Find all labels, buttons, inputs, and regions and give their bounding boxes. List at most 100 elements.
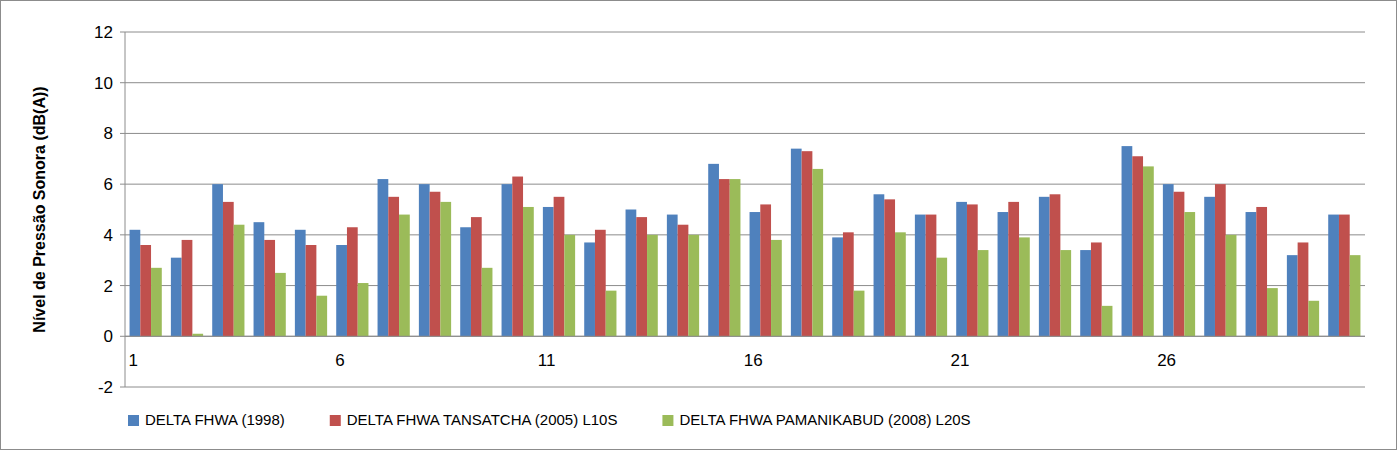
bars bbox=[130, 146, 1361, 336]
bar bbox=[1060, 250, 1071, 336]
x-tick-label: 21 bbox=[950, 351, 969, 370]
bar bbox=[399, 215, 410, 337]
bar bbox=[130, 230, 141, 336]
bar bbox=[1143, 166, 1154, 336]
bar bbox=[978, 250, 989, 336]
bar bbox=[347, 227, 358, 336]
bar bbox=[936, 258, 947, 337]
bar bbox=[771, 240, 782, 336]
y-tick-label: 4 bbox=[104, 226, 113, 245]
bar bbox=[223, 202, 234, 336]
bar bbox=[760, 204, 771, 336]
y-tick bbox=[120, 184, 125, 185]
bar bbox=[254, 222, 265, 336]
bar bbox=[388, 197, 399, 336]
bar bbox=[802, 151, 813, 336]
bar bbox=[358, 283, 369, 336]
legend-label: DELTA FHWA TANSATCHA (2005) L10S bbox=[347, 411, 618, 428]
chart: -20246810121611162126Nível de Pressão So… bbox=[0, 0, 1397, 450]
bar bbox=[212, 184, 223, 336]
bar bbox=[1132, 156, 1143, 336]
bar bbox=[1350, 255, 1361, 336]
bar bbox=[1267, 288, 1278, 336]
bar bbox=[843, 232, 854, 336]
bar bbox=[336, 245, 347, 336]
bar bbox=[512, 177, 523, 337]
bar bbox=[595, 230, 606, 336]
bar bbox=[419, 184, 430, 336]
bar bbox=[1163, 184, 1174, 336]
bar bbox=[482, 268, 493, 336]
bar bbox=[1298, 242, 1309, 336]
legend-label: DELTA FHWA PAMANIKABUD (2008) L20S bbox=[679, 411, 970, 428]
grid-line bbox=[125, 184, 1365, 185]
bar bbox=[275, 273, 286, 336]
bar bbox=[1008, 202, 1019, 336]
grid-line bbox=[125, 336, 1365, 337]
bar bbox=[688, 235, 699, 336]
bar bbox=[1184, 212, 1195, 336]
bar bbox=[584, 242, 595, 336]
bar bbox=[998, 212, 1009, 336]
bar bbox=[1122, 146, 1133, 336]
bar bbox=[926, 215, 937, 337]
bar bbox=[874, 194, 885, 336]
bar bbox=[719, 179, 730, 336]
bar bbox=[667, 215, 678, 337]
bar bbox=[151, 268, 162, 336]
bar bbox=[1287, 255, 1298, 336]
bar bbox=[895, 232, 906, 336]
bar bbox=[295, 230, 306, 336]
legend-swatch bbox=[330, 415, 341, 426]
bar bbox=[915, 215, 926, 337]
bar bbox=[140, 245, 151, 336]
bar bbox=[678, 225, 689, 337]
bar bbox=[543, 207, 554, 336]
bar bbox=[708, 164, 719, 336]
bar bbox=[812, 169, 823, 336]
bar bbox=[750, 212, 761, 336]
bar bbox=[791, 149, 802, 337]
bar bbox=[647, 235, 658, 336]
y-tick-label: -2 bbox=[98, 378, 113, 397]
bar bbox=[1039, 197, 1050, 336]
bar bbox=[1204, 197, 1215, 336]
y-tick-label: 2 bbox=[104, 277, 113, 296]
bar bbox=[730, 179, 741, 336]
bar bbox=[1174, 192, 1185, 337]
legend: DELTA FHWA (1998) DELTA FHWA TANSATCHA (2… bbox=[128, 411, 971, 428]
y-tick-label: 6 bbox=[104, 175, 113, 194]
y-tick bbox=[120, 32, 125, 33]
legend-label: DELTA FHWA (1998) bbox=[145, 411, 285, 428]
y-tick-label: 12 bbox=[94, 23, 113, 42]
x-tick-label: 6 bbox=[335, 351, 344, 370]
bar bbox=[554, 197, 565, 336]
bar bbox=[316, 296, 327, 337]
bar bbox=[430, 192, 441, 337]
y-tick bbox=[120, 336, 125, 337]
bar bbox=[854, 291, 865, 337]
bar bbox=[956, 202, 967, 336]
bar bbox=[523, 207, 534, 336]
bar bbox=[1091, 242, 1102, 336]
y-tick bbox=[120, 133, 125, 134]
bar bbox=[564, 235, 575, 336]
y-tick-label: 10 bbox=[94, 74, 113, 93]
bar bbox=[967, 204, 978, 336]
bar bbox=[832, 237, 843, 336]
bar bbox=[378, 179, 389, 336]
grid-line bbox=[125, 32, 1365, 33]
bar bbox=[306, 245, 317, 336]
bar bbox=[1339, 215, 1350, 337]
bar bbox=[234, 225, 245, 337]
y-axis-title: Nível de Pressão Sonora (dB(A)) bbox=[31, 86, 48, 332]
grid-line bbox=[125, 82, 1365, 83]
bar bbox=[460, 227, 471, 336]
bar bbox=[626, 210, 637, 337]
legend-swatch bbox=[128, 415, 139, 426]
y-tick bbox=[120, 285, 125, 286]
bar bbox=[1308, 301, 1319, 337]
grid-line bbox=[125, 133, 1365, 134]
grid-line bbox=[125, 387, 1365, 388]
bar bbox=[264, 240, 275, 336]
